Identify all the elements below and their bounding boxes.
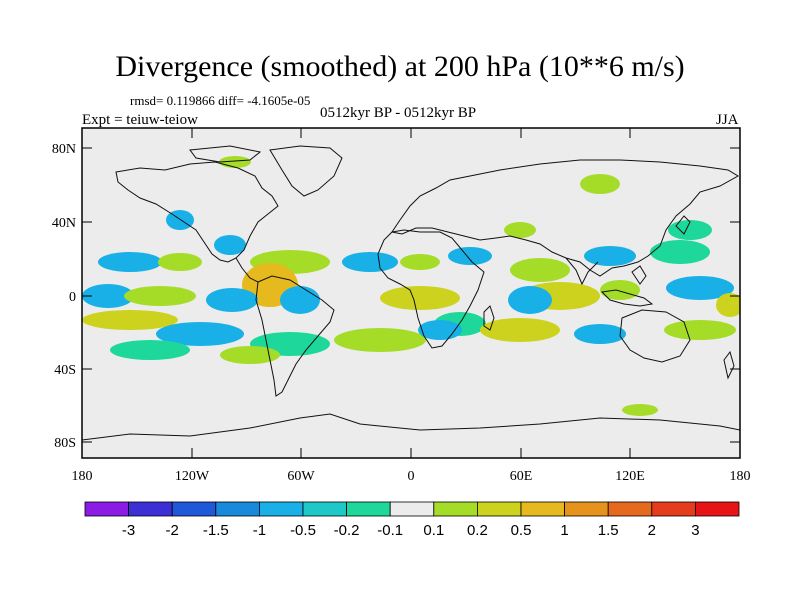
lon-labels: 180 120W 60W 0 60E 120E 180 [72,469,751,484]
colorbar-label: -0.2 [334,522,360,539]
divergence-region [400,254,440,270]
colorbar-box [520,501,565,517]
divergence-region [98,252,162,272]
colorbar-box [607,501,653,517]
season-label: JJA [716,112,739,128]
divergence-region [480,318,560,342]
colorbar-label: 2 [648,522,656,539]
colorbar [84,501,740,517]
colorbar-label: -1.5 [203,522,229,539]
coastlines [82,145,740,441]
divergence-region [622,404,658,416]
divergence-region [156,322,244,346]
colorbar-label: 0.2 [467,522,488,539]
colorbar-box [564,501,609,517]
colorbar-box [171,501,217,517]
colorbar-box [215,501,260,517]
map-title: Divergence (smoothed) at 200 hPa (10**6 … [115,50,685,83]
lat-label: 80N [52,142,76,157]
colorbar-label: -3 [122,522,135,539]
divergence-region [574,324,626,344]
colorbar-box [258,501,304,517]
colorbar-box [128,501,173,517]
experiment-label: Expt = teiuw-teiow [82,112,198,128]
contour-fill-layer [82,145,740,441]
colorbar-box [433,501,478,517]
lon-label: 60E [510,469,533,484]
lat-label: 40S [54,363,76,378]
divergence-region [664,320,736,340]
stats-line: rmsd= 0.119866 diff= -4.1605e-05 [130,93,311,108]
divergence-region [504,222,536,238]
lat-label: 0 [69,290,76,305]
lon-ticks [81,128,741,458]
divergence-region [650,240,710,264]
colorbar-box [302,501,347,517]
colorbar-label: -2 [166,522,179,539]
lon-label: 120E [615,469,645,484]
divergence-region [110,340,190,360]
lon-label: 180 [72,469,93,484]
period-label: 0512kyr BP - 0512kyr BP [320,105,477,121]
colorbar-labels: -3 -2 -1.5 -1 -0.5 -0.2 -0.1 0.1 0.2 0.5 1 1.5 2 3 [122,522,700,539]
lat-label: 80S [54,436,76,451]
divergence-region [668,220,712,240]
lat-labels: 80N 40N 0 40S 80S [52,142,76,451]
lon-label: 120W [175,469,210,484]
divergence-region [380,286,460,310]
colorbar-label: -0.1 [377,522,403,539]
divergence-region [510,258,570,282]
lon-label: 180 [730,469,751,484]
colorbar-box [389,501,435,517]
lon-label: 60W [287,469,315,484]
divergence-region [342,252,398,272]
divergence-region [280,286,320,314]
divergence-region [158,253,202,271]
colorbar-box [651,501,696,517]
divergence-region [334,328,426,352]
colorbar-label: 1 [560,522,568,539]
divergence-region [666,276,734,300]
divergence-region [124,286,196,306]
divergence-region [584,246,636,266]
colorbar-label: 0.5 [511,522,532,539]
colorbar-label: -1 [253,522,266,539]
lat-ticks [82,147,740,443]
divergence-region [716,293,740,317]
divergence-region [600,280,640,300]
lon-label: 0 [408,469,415,484]
divergence-region [214,235,246,255]
colorbar-box [695,501,740,517]
colorbar-box [476,501,522,517]
divergence-region [82,284,134,308]
divergence-region [82,310,178,330]
colorbar-label: 0.1 [423,522,444,539]
colorbar-label: -0.5 [290,522,316,539]
colorbar-label: 3 [691,522,699,539]
colorbar-label: 1.5 [598,522,619,539]
colorbar-box [346,501,391,517]
colorbar-box [84,501,129,517]
lat-label: 40N [52,216,76,231]
divergence-region [206,288,258,312]
divergence-region [508,286,552,314]
divergence-region [580,174,620,194]
divergence-region [220,346,280,364]
divergence-region [448,247,492,265]
